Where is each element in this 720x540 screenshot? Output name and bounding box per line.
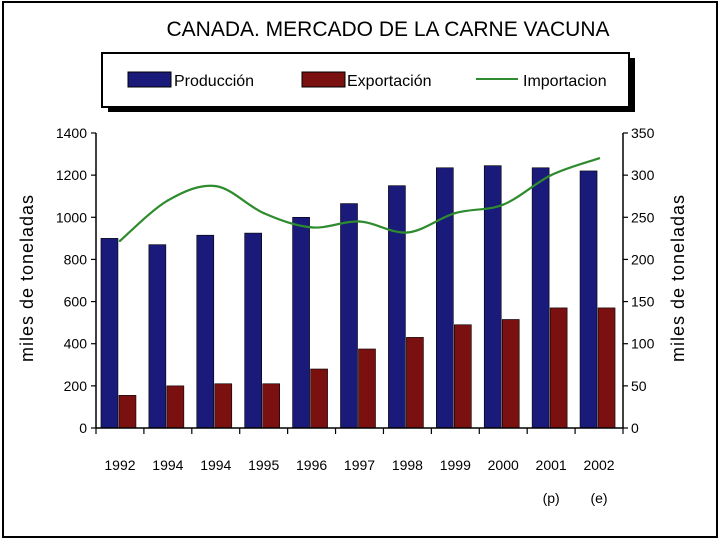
y-tick-label-right-6: 300: [631, 167, 655, 183]
bar-exportacion-1: [166, 385, 185, 429]
bar-exportacion-2: [214, 383, 233, 429]
bar-exportacion-5: [358, 348, 376, 429]
y-tick-label-left-5: 1000: [56, 209, 87, 225]
y-axis-label-left: miles de toneladas: [17, 194, 37, 362]
point-importacion-6: [406, 231, 409, 234]
y-tick-label-right-1: 50: [631, 378, 647, 394]
y-tick-label-right-7: 350: [631, 125, 655, 141]
point-importacion-3: [262, 211, 265, 215]
bar-exportacion-3: [262, 383, 280, 429]
x-tick-note-10: (e): [590, 490, 607, 506]
x-tick-label-3: 1995: [248, 457, 279, 473]
bar-produccion-2: [196, 234, 215, 429]
x-tick-label-0: 1992: [104, 457, 135, 473]
bar-produccion-4: [292, 216, 310, 429]
x-tick-note-9: (p): [543, 490, 560, 506]
legend-swatch-produccion: [127, 71, 172, 88]
x-tick-label-6: 1998: [392, 457, 423, 473]
x-tick-label-5: 1997: [344, 457, 375, 473]
y-tick-label-right-5: 250: [631, 209, 655, 225]
point-importacion-4: [310, 226, 313, 229]
x-tick-label-7: 1999: [440, 457, 471, 473]
x-tick-label-1: 1994: [152, 457, 183, 473]
bar-produccion-0: [100, 238, 119, 429]
point-importacion-8: [502, 203, 505, 206]
legend-label-exportacion: Exportación: [347, 73, 432, 90]
bar-exportacion-8: [501, 319, 520, 429]
y-tick-label-left-6: 1200: [56, 167, 87, 183]
y-tick-label-right-0: 0: [631, 420, 639, 436]
bar-exportacion-7: [454, 324, 472, 429]
bar-produccion-9: [531, 167, 550, 429]
chart-title: CANADA. MERCADO DE LA CARNE VACUNA: [166, 18, 609, 41]
bar-produccion-5: [340, 203, 358, 429]
point-importacion-9: [549, 173, 553, 177]
y-tick-label-right-3: 150: [631, 294, 655, 310]
y-tick-label-left-0: 0: [79, 420, 87, 436]
y-tick-label-right-2: 100: [631, 336, 655, 352]
bar-exportacion-6: [406, 337, 424, 429]
legend-label-produccion: Producción: [174, 73, 254, 90]
point-importacion-1: [166, 199, 170, 202]
x-tick-label-4: 1996: [296, 457, 327, 473]
axes: [91, 132, 628, 434]
y-tick-label-right-4: 200: [631, 251, 655, 267]
bar-marks: [100, 165, 616, 429]
y-tick-label-left-3: 600: [64, 294, 88, 310]
bar-produccion-7: [436, 167, 454, 429]
y-tick-label-left-4: 800: [64, 251, 88, 267]
tick-labels: 0 200 400 600 800 1000 1200 1400 0 50 100 150 200 250…: [56, 125, 655, 506]
bar-exportacion-10: [597, 307, 616, 429]
bar-exportacion-0: [118, 395, 137, 429]
bar-produccion-6: [388, 185, 406, 429]
y-tick-label-left-2: 400: [64, 336, 88, 352]
point-importacion-5: [358, 220, 361, 223]
bar-produccion-3: [244, 232, 262, 429]
bar-produccion-10: [579, 170, 598, 429]
point-importacion-7: [454, 211, 457, 215]
legend-swatch-exportacion: [301, 71, 346, 88]
y-tick-label-left-1: 200: [64, 378, 88, 394]
x-tick-label-10: 2002: [583, 457, 614, 473]
y-axis-label-right: miles de toneladas: [668, 194, 688, 362]
point-importacion-10: [597, 157, 601, 160]
x-tick-label-2: 1994: [200, 457, 231, 473]
point-importacion-2: [214, 184, 217, 188]
x-tick-label-8: 2000: [488, 457, 519, 473]
point-importacion-0: [118, 239, 122, 243]
import-line-group: [118, 157, 601, 243]
y-tick-label-left-7: 1400: [56, 125, 87, 141]
legend-box: [101, 52, 630, 108]
bar-exportacion-4: [310, 368, 328, 429]
bar-produccion-1: [148, 244, 167, 429]
bar-exportacion-9: [549, 307, 568, 429]
legend-label-importacion: Importacion: [523, 73, 607, 90]
x-tick-label-9: 2001: [536, 457, 567, 473]
